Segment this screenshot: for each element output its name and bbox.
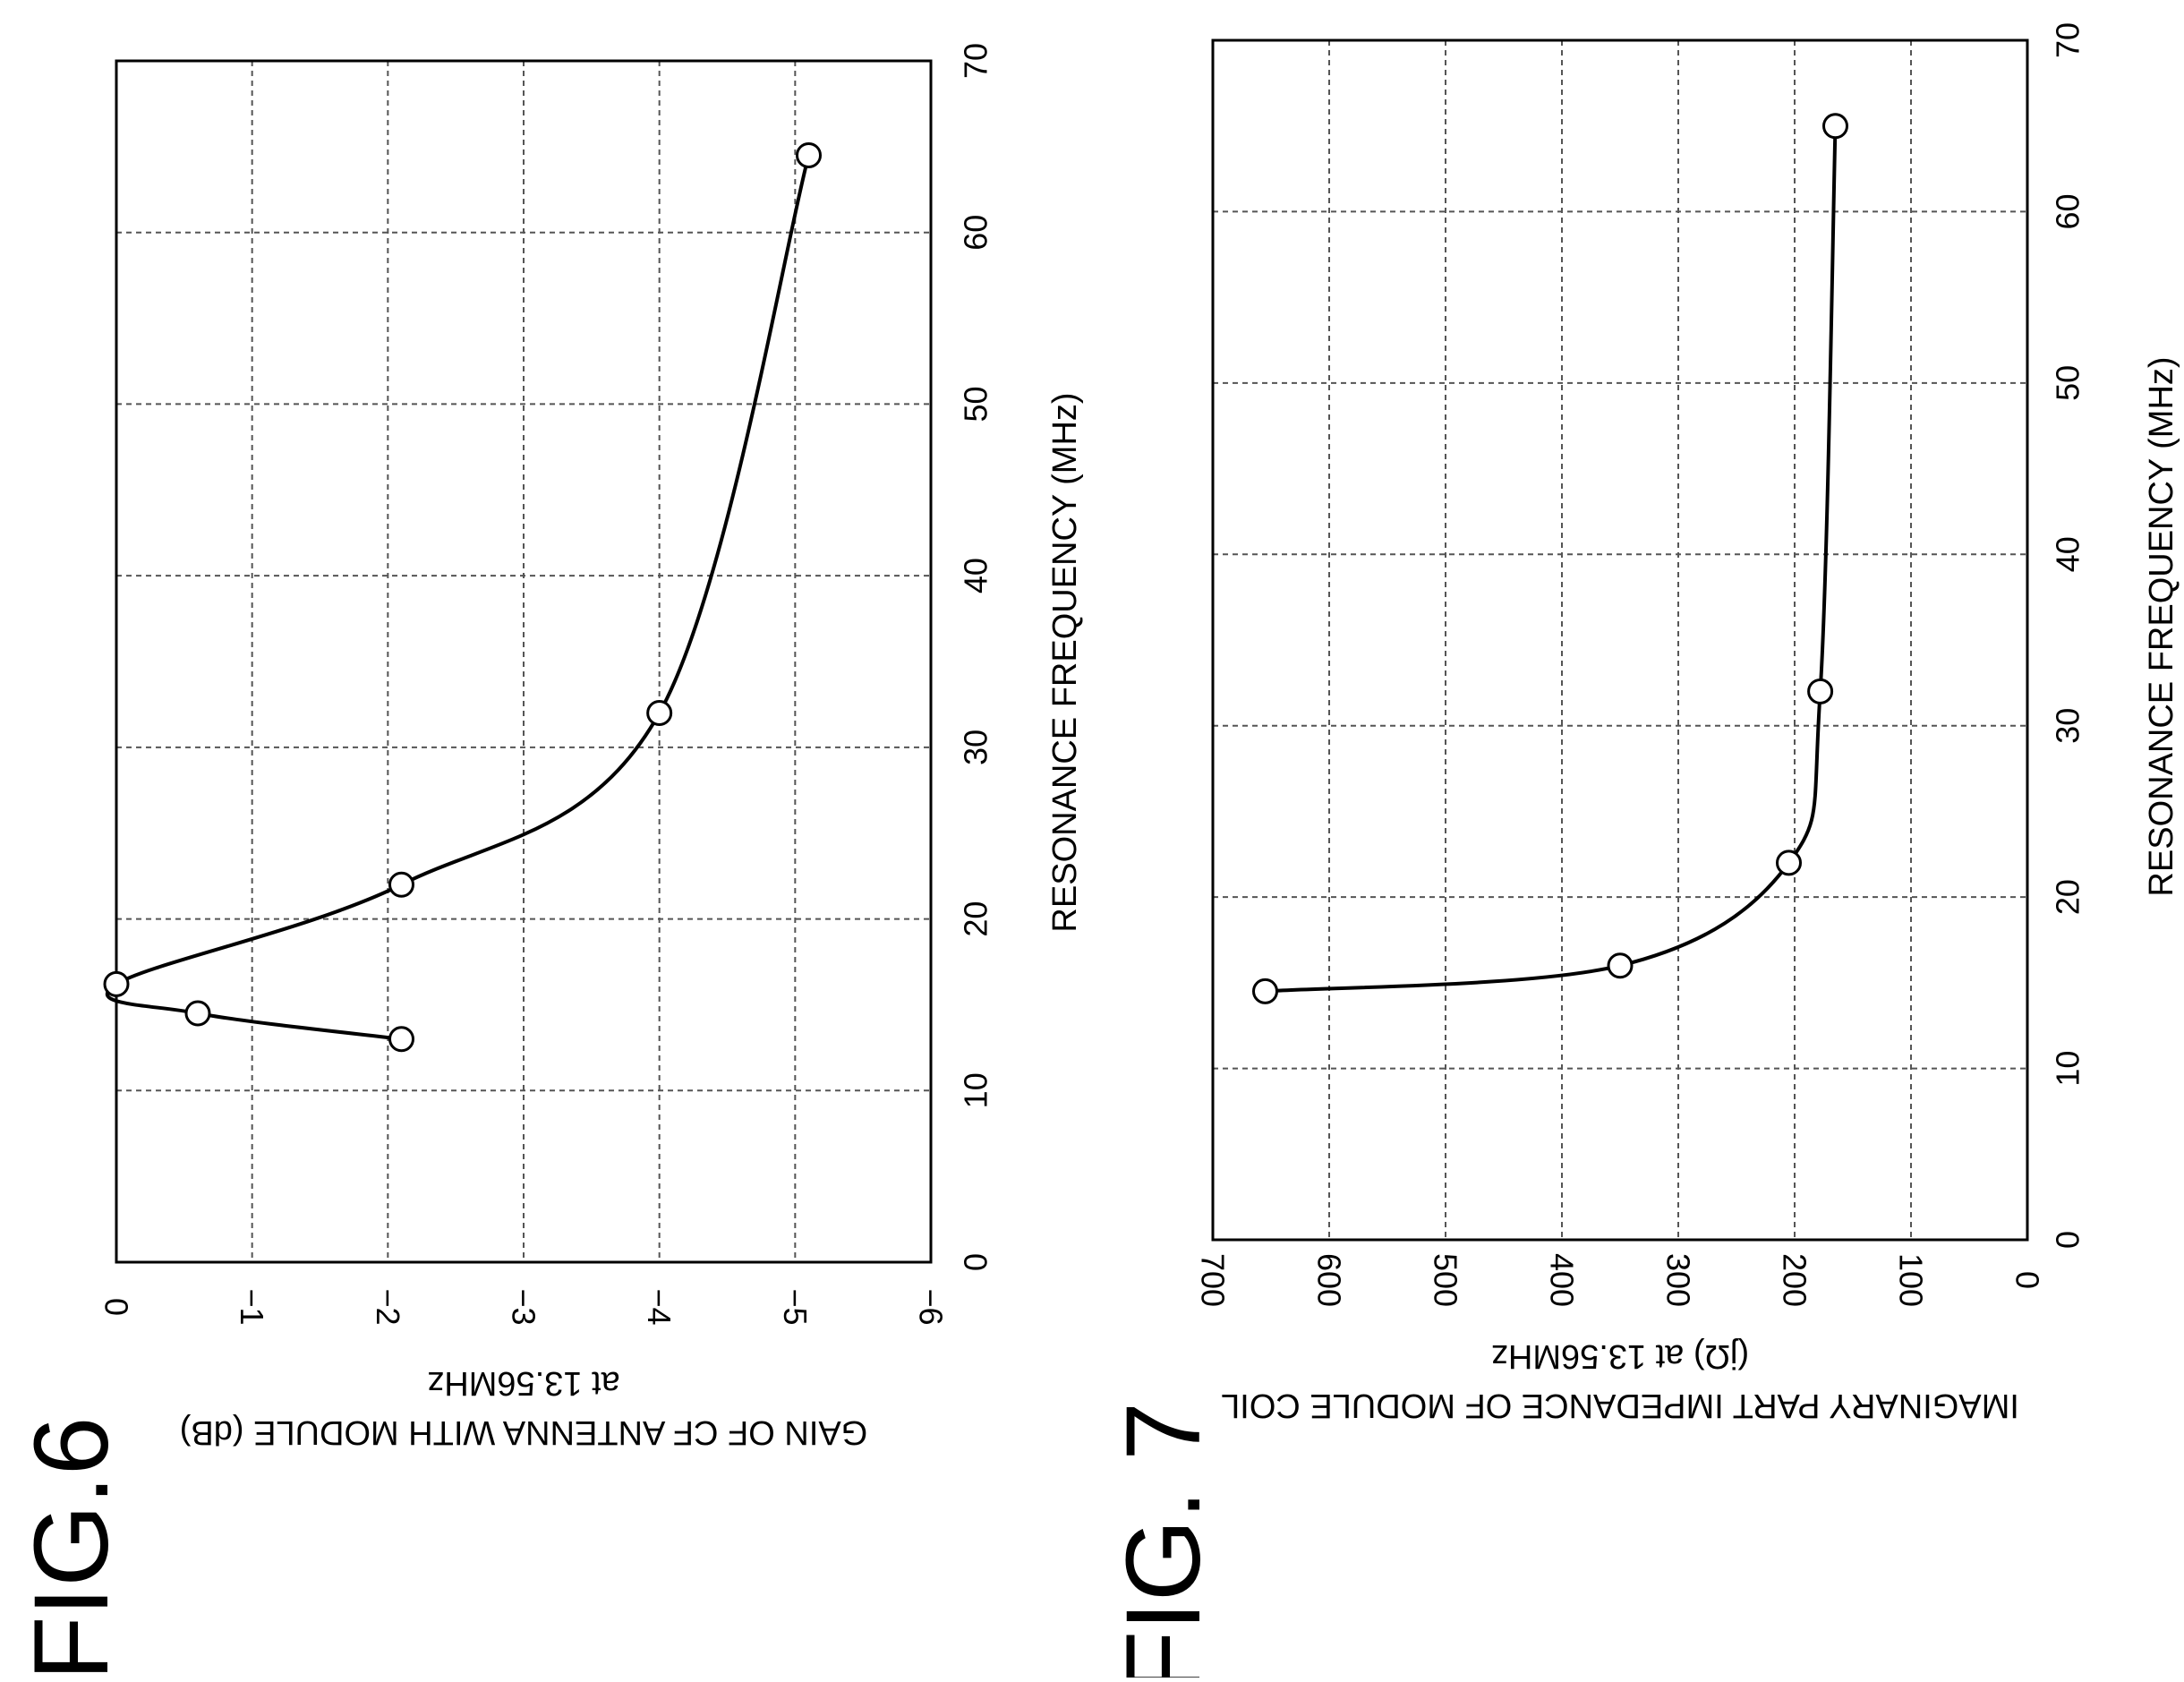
grid — [1213, 40, 2027, 1240]
y-tick-label: 300 — [1660, 1253, 1697, 1307]
x-tick-label: 10 — [2050, 1051, 2086, 1087]
y-axis-subtitle: (jΩ) at 13.56MHz — [1491, 1337, 1749, 1375]
x-tick-label: 30 — [958, 730, 994, 765]
y-tick-label: −5 — [777, 1288, 814, 1325]
x-tick-label: 60 — [2050, 193, 2086, 229]
y-axis-title: GAIN OF CF ANTENNA WITH MODULE (dB) — [180, 1413, 868, 1451]
series-line — [1265, 125, 1838, 994]
y-tick-label: −6 — [913, 1288, 950, 1325]
y-tick-label: −2 — [370, 1288, 406, 1325]
y-axis-title: IMAGINARY PART IMPEDANCE OF MODULE COIL — [1221, 1387, 2019, 1424]
series-line — [105, 154, 811, 1041]
x-tick-label: 40 — [2050, 536, 2086, 572]
data-point — [103, 970, 130, 997]
data-point — [796, 141, 822, 168]
y-tick-label: 500 — [1428, 1253, 1464, 1307]
y-axis-subtitle: at 13.56MHz — [427, 1364, 619, 1402]
y-tick-label: 100 — [1893, 1253, 1930, 1307]
data-point — [1607, 952, 1634, 979]
x-tick-label: 20 — [2050, 879, 2086, 915]
y-tick-label: 0 — [98, 1298, 135, 1316]
data-point — [1822, 113, 1848, 140]
data-point — [388, 1026, 414, 1053]
x-axis-title: RESONANCE FREQUENCY (MHz) — [2143, 356, 2180, 896]
x-tick-label: 0 — [958, 1253, 994, 1271]
y-tick-label: −4 — [641, 1288, 678, 1325]
y-tick-label: 700 — [1195, 1253, 1232, 1307]
data-point — [184, 1000, 211, 1027]
chart-fig7: 0102030405060700100200300400500600700RES… — [1105, 22, 2180, 1682]
x-tick-label: 50 — [2050, 365, 2086, 401]
figure-label: FIG. 7 — [1105, 1402, 1223, 1678]
data-point — [1807, 678, 1834, 704]
grid — [116, 61, 931, 1262]
x-axis-title: RESONANCE FREQUENCY (MHz) — [1046, 392, 1084, 932]
y-tick-label: 200 — [1777, 1253, 1813, 1307]
x-tick-label: 10 — [958, 1072, 994, 1108]
y-tick-label: −3 — [506, 1288, 542, 1325]
data-point — [646, 700, 673, 727]
x-tick-label: 70 — [2050, 22, 2086, 58]
data-point — [1252, 978, 1278, 1004]
y-tick-label: 400 — [1544, 1253, 1581, 1307]
plot-frame — [1211, 38, 2029, 1242]
x-tick-label: 50 — [958, 386, 994, 422]
x-tick-label: 70 — [958, 43, 994, 79]
chart-fig6: 0 10 20 30 40 50 60 70 0 −1 −2 −3 −4 −5 −6 RESONANCE FR… — [13, 43, 1084, 1681]
x-tick-label: 30 — [2050, 708, 2086, 744]
x-tick-label: 20 — [958, 901, 994, 937]
y-tick-label: 600 — [1311, 1253, 1348, 1307]
data-point — [388, 871, 414, 898]
x-tick-label: 0 — [2050, 1231, 2086, 1249]
y-tick-label: 0 — [2009, 1271, 2046, 1289]
data-point — [1776, 850, 1802, 876]
plot-frame — [115, 59, 933, 1264]
x-tick-label: 60 — [958, 215, 994, 251]
y-tick-label: −1 — [234, 1288, 270, 1325]
figure-label: FIG.6 — [13, 1416, 131, 1678]
x-tick-label: 40 — [958, 558, 994, 593]
